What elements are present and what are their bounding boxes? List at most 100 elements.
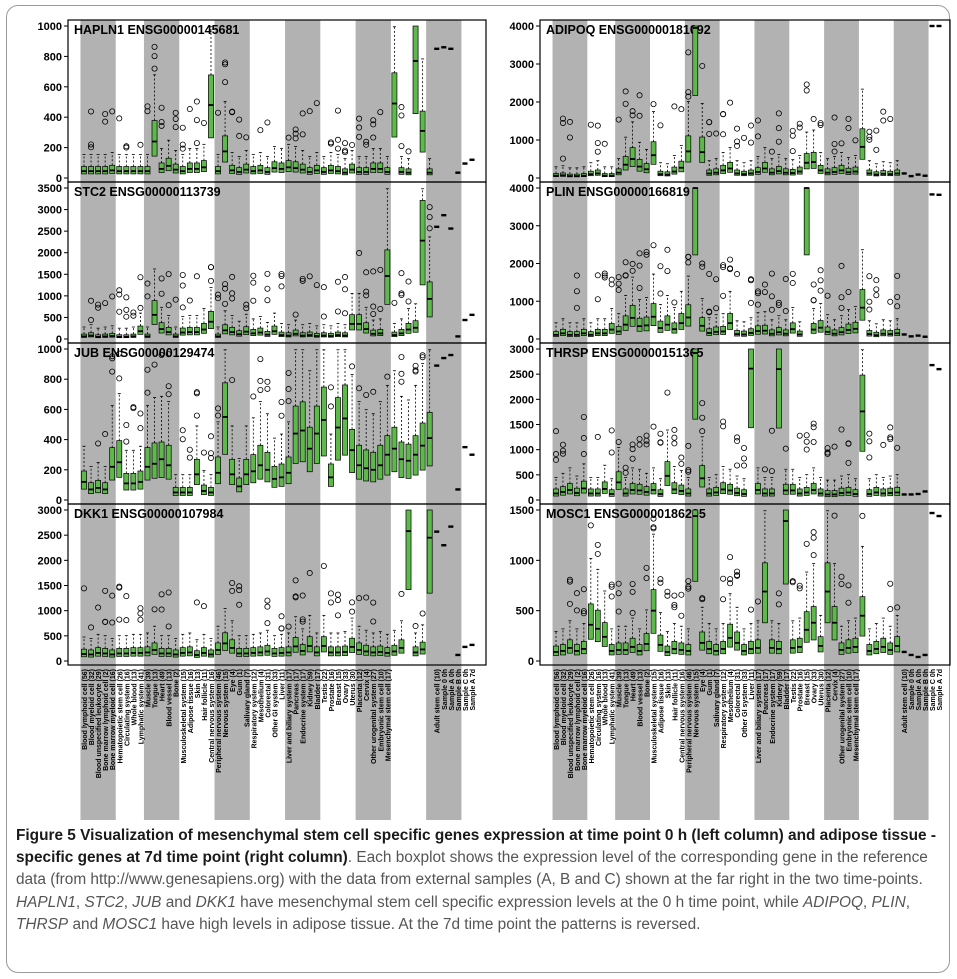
- outlier: [285, 398, 292, 405]
- outlier: [144, 366, 151, 373]
- x-tick-label: Muscle (39): [617, 669, 624, 707]
- box: [803, 611, 810, 643]
- outlier: [887, 434, 894, 441]
- outlier: [334, 136, 341, 143]
- box: [250, 454, 257, 484]
- outlier: [179, 271, 186, 278]
- outlier: [741, 455, 748, 462]
- outlier: [95, 440, 102, 447]
- box: [215, 166, 221, 175]
- outlier: [657, 263, 664, 270]
- y-tick-label: 3000: [38, 205, 62, 217]
- outlier: [193, 599, 200, 606]
- outlier: [130, 312, 137, 319]
- y-tick-label: 1000: [38, 344, 62, 356]
- outlier: [657, 576, 664, 583]
- outlier: [678, 454, 685, 461]
- box: [356, 314, 363, 331]
- caption-text: ,: [905, 893, 910, 911]
- box: [671, 482, 678, 495]
- box: [622, 642, 629, 655]
- outlier: [615, 608, 622, 615]
- outlier: [727, 99, 734, 106]
- box: [313, 164, 320, 174]
- caption-text: ,: [862, 893, 872, 911]
- box: [775, 166, 782, 175]
- outlier: [789, 127, 796, 134]
- outlier: [601, 274, 608, 281]
- box: [622, 488, 629, 497]
- outlier: [377, 109, 384, 116]
- outlier: [285, 369, 292, 376]
- outlier: [222, 300, 229, 307]
- box: [699, 465, 706, 488]
- box: [873, 487, 880, 496]
- box: [208, 487, 214, 496]
- outlier: [754, 598, 761, 605]
- box: [193, 327, 200, 336]
- x-tick-label: Sample A 7d: [937, 669, 944, 711]
- box: [734, 631, 740, 651]
- outlier: [608, 276, 615, 283]
- outlier: [179, 427, 186, 434]
- box: [264, 167, 271, 175]
- outlier: [349, 141, 356, 148]
- outlier: [775, 125, 782, 132]
- outlier: [278, 398, 285, 405]
- box: [306, 167, 313, 175]
- outlier: [292, 126, 299, 133]
- box: [229, 327, 236, 336]
- outlier: [894, 604, 901, 611]
- outlier: [706, 119, 713, 126]
- outlier: [109, 293, 116, 300]
- outlier: [866, 438, 873, 445]
- y-tick-label: 1000: [38, 21, 62, 33]
- box: [349, 163, 355, 174]
- outlier: [866, 454, 873, 461]
- box: [201, 484, 207, 495]
- outlier: [193, 140, 200, 147]
- x-tick-label: Bone (2): [645, 669, 652, 697]
- outlier: [699, 414, 706, 421]
- outlier: [363, 141, 370, 148]
- outlier: [377, 305, 384, 312]
- outlier: [102, 587, 109, 594]
- outlier: [629, 588, 636, 595]
- x-tick-label: Cervix (4): [833, 669, 840, 701]
- x-tick-label: Embryonic stem cell (10): [846, 669, 853, 751]
- box: [257, 646, 264, 657]
- box: [193, 650, 200, 658]
- outlier: [810, 552, 817, 559]
- outlier: [720, 292, 727, 299]
- outlier: [278, 272, 285, 279]
- box: [615, 326, 622, 335]
- outlier: [796, 585, 803, 592]
- box: [762, 324, 768, 335]
- box: [215, 642, 221, 655]
- outlier: [664, 389, 671, 396]
- x-tick-label: Cervix (4): [364, 669, 371, 701]
- box: [299, 163, 306, 174]
- x-tick-label: Prostate (16): [329, 669, 336, 711]
- x-tick-label: Gum (1): [707, 669, 714, 695]
- box: [859, 128, 866, 160]
- y-tick-label: 0: [56, 173, 62, 185]
- outlier: [803, 438, 810, 445]
- outlier: [782, 445, 789, 452]
- box: [201, 323, 207, 334]
- outlier: [601, 272, 608, 279]
- outlier: [873, 292, 880, 299]
- box: [713, 644, 720, 656]
- x-tick-label: Blood unspecified leukocyte (29): [96, 669, 103, 778]
- box: [873, 641, 880, 655]
- outlier: [761, 466, 768, 473]
- y-tick-label: 1500: [38, 269, 62, 281]
- outlier: [636, 92, 643, 99]
- x-tick-label: Ovary (33): [812, 669, 819, 703]
- outlier: [278, 613, 285, 620]
- outlier: [349, 599, 356, 606]
- outlier: [165, 271, 172, 278]
- caption-gene: MOSC1: [102, 915, 158, 933]
- box: [762, 162, 768, 173]
- outlier: [123, 306, 130, 313]
